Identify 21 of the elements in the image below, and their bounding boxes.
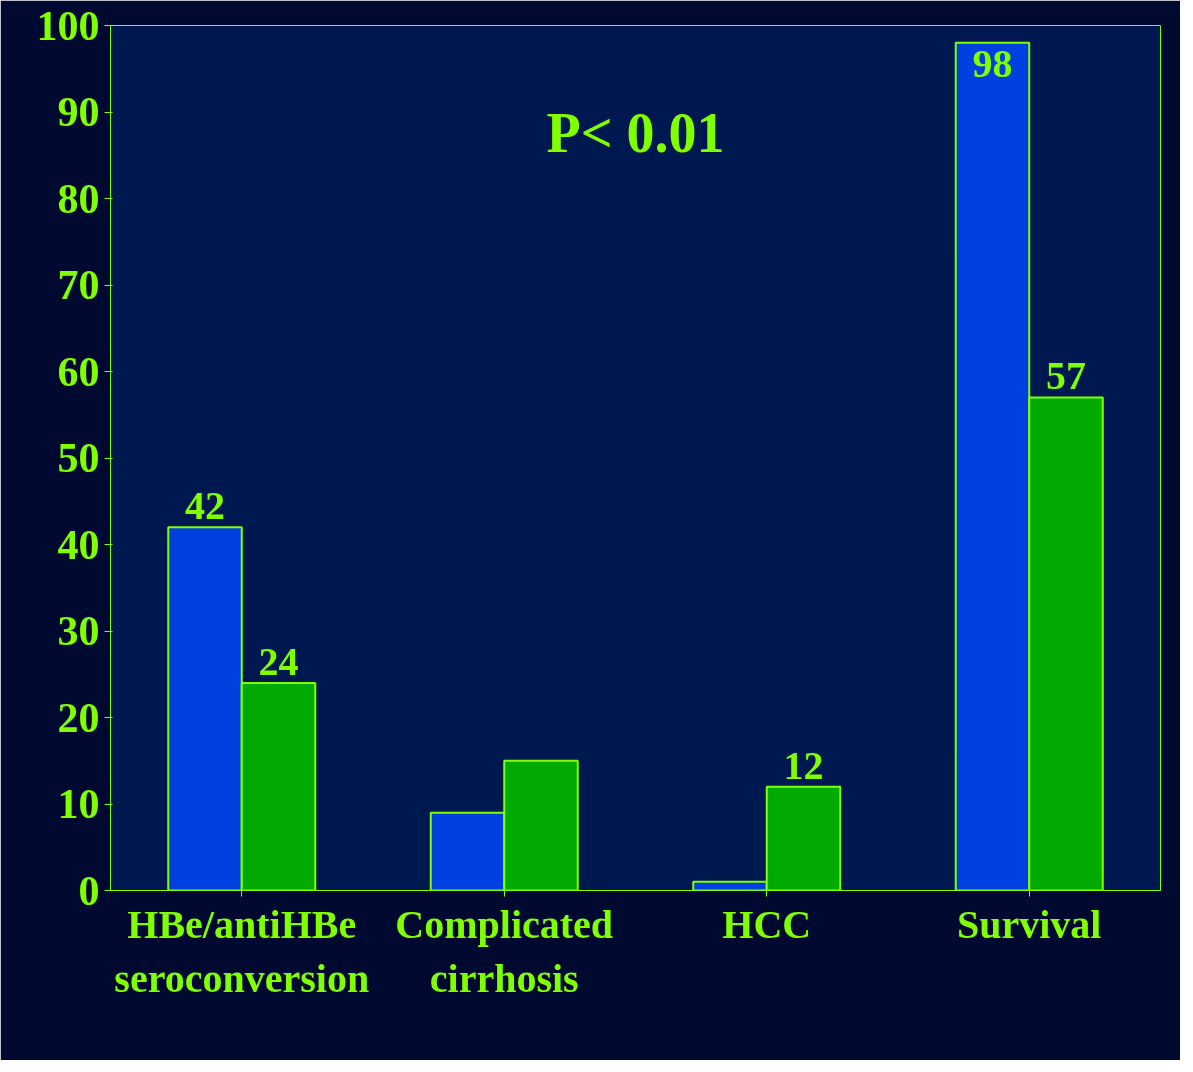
y-tick-label: 50	[57, 435, 100, 481]
y-tick-label: 80	[57, 175, 100, 222]
x-tick-label: Survival	[957, 901, 1102, 947]
x-tick-label: HBe/antiHBe seroconversion	[114, 901, 370, 1001]
x-tick-label: HCC	[722, 901, 812, 947]
data-label: 42	[185, 483, 225, 529]
y-tick-label: 90	[57, 89, 100, 135]
data-label: 24	[258, 638, 299, 684]
y-tick-label: 60	[57, 348, 100, 395]
data-label: 98	[972, 40, 1013, 86]
y-tick-label: 0	[78, 867, 100, 914]
y-tick-label: 70	[57, 262, 100, 308]
y-tick-label: 100	[36, 2, 100, 49]
y-tick-label: 10	[57, 781, 100, 827]
y-tick-label: 20	[57, 694, 100, 741]
data-label: 12	[783, 742, 824, 788]
annotation: P< 0.01	[546, 101, 725, 164]
y-tick-label: 40	[57, 521, 100, 568]
y-tick-label: 30	[57, 608, 100, 654]
x-tick-label: Complicated cirrhosis	[395, 901, 614, 1001]
data-label: 57	[1046, 353, 1086, 399]
